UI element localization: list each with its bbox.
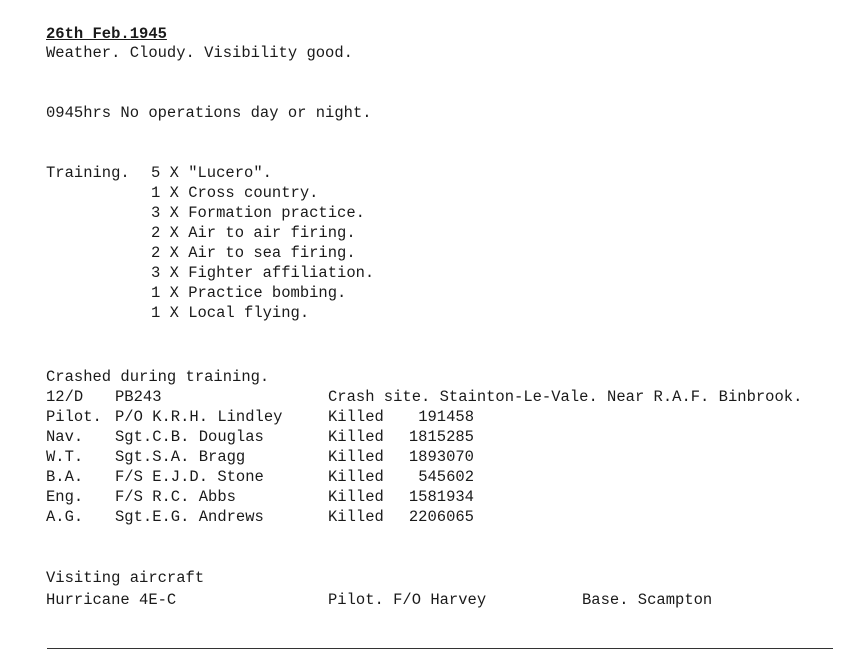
visiting-heading: Visiting aircraft xyxy=(46,569,205,587)
crew-status: Killed xyxy=(328,448,384,466)
divider-line xyxy=(47,648,833,649)
aircraft-serial: PB243 xyxy=(115,388,162,406)
operations-line: 0945hrs No operations day or night. xyxy=(46,104,372,122)
training-item: 3 X Formation practice. xyxy=(151,204,365,222)
crash-site: Crash site. Stainton-Le-Vale. Near R.A.F… xyxy=(328,388,803,406)
crew-service-number: 191458 xyxy=(418,408,474,426)
weather-line: Weather. Cloudy. Visibility good. xyxy=(46,44,353,62)
crew-role: Nav. xyxy=(46,428,84,446)
training-item: 2 X Air to sea firing. xyxy=(151,244,356,262)
training-item: 1 X Local flying. xyxy=(151,304,310,322)
crew-status: Killed xyxy=(328,508,384,526)
crew-service-number: 2206065 xyxy=(408,508,474,526)
crew-role: B.A. xyxy=(46,468,84,486)
crew-service-number: 1581934 xyxy=(408,488,474,506)
visiting-aircraft: Hurricane 4E-C xyxy=(46,591,177,609)
crew-role: Eng. xyxy=(46,488,84,506)
crew-status: Killed xyxy=(328,488,384,506)
visiting-base: Base. Scampton xyxy=(582,591,713,609)
crew-name: Sgt.S.A. Bragg xyxy=(115,448,246,466)
crew-name: F/S E.J.D. Stone xyxy=(115,468,264,486)
training-item: 1 X Cross country. xyxy=(151,184,319,202)
training-item: 2 X Air to air firing. xyxy=(151,224,356,242)
crew-service-number: 1815285 xyxy=(408,428,474,446)
training-label: Training. xyxy=(46,164,130,182)
crew-name: F/S R.C. Abbs xyxy=(115,488,236,506)
crash-heading: Crashed during training. xyxy=(46,368,270,386)
crew-name: Sgt.C.B. Douglas xyxy=(115,428,264,446)
crew-status: Killed xyxy=(328,468,384,486)
training-item: 5 X "Lucero". xyxy=(151,164,272,182)
entry-date: 26th Feb.1945 xyxy=(46,25,167,43)
crew-role: Pilot. xyxy=(46,408,102,426)
crew-role: A.G. xyxy=(46,508,84,526)
visiting-pilot: Pilot. F/O Harvey xyxy=(328,591,487,609)
crew-status: Killed xyxy=(328,428,384,446)
crew-service-number: 1893070 xyxy=(408,448,474,466)
squadron-code: 12/D xyxy=(46,388,84,406)
crew-status: Killed xyxy=(328,408,384,426)
crew-name: P/O K.R.H. Lindley xyxy=(115,408,283,426)
crew-role: W.T. xyxy=(46,448,84,466)
training-item: 3 X Fighter affiliation. xyxy=(151,264,375,282)
crew-name: Sgt.E.G. Andrews xyxy=(115,508,264,526)
crew-service-number: 545602 xyxy=(418,468,474,486)
training-item: 1 X Practice bombing. xyxy=(151,284,347,302)
